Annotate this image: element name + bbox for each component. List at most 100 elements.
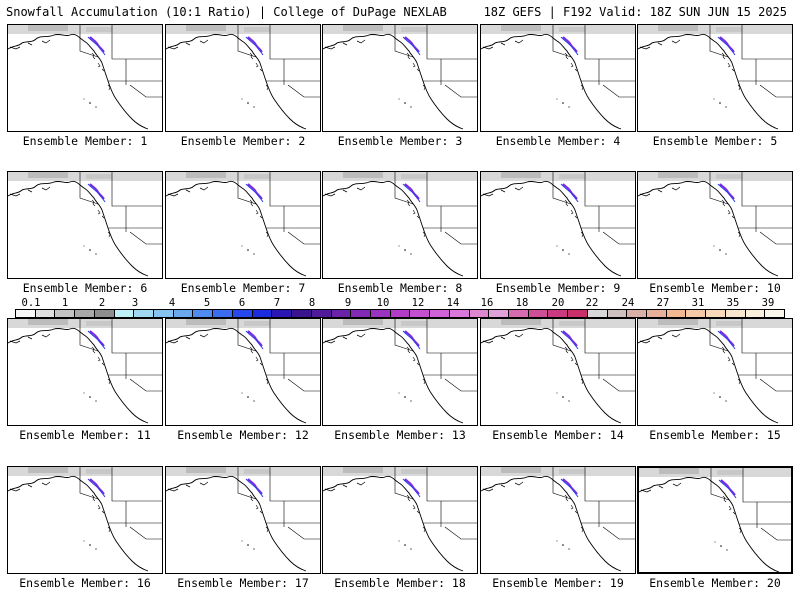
colorbar-tick-label: 35 bbox=[726, 297, 740, 309]
ensemble-member-label: Ensemble Member: 4 bbox=[495, 134, 621, 148]
colorbar-swatch bbox=[666, 310, 687, 317]
ensemble-member-label: Ensemble Member: 17 bbox=[177, 576, 309, 590]
ensemble-map-panel bbox=[637, 24, 793, 132]
ensemble-member-label: Ensemble Member: 19 bbox=[492, 576, 624, 590]
colorbar-tick-label: 18 bbox=[515, 297, 529, 309]
colorbar-swatch bbox=[193, 310, 214, 317]
colorbar-swatch bbox=[16, 310, 36, 317]
colorbar-swatch bbox=[430, 310, 450, 317]
ensemble-member-label: Ensemble Member: 14 bbox=[492, 428, 624, 442]
colorbar-swatch bbox=[469, 310, 490, 317]
colorbar-tick-label: 12 bbox=[411, 297, 425, 309]
ensemble-member-label: Ensemble Member: 11 bbox=[19, 428, 151, 442]
colorbar-swatch bbox=[331, 310, 352, 317]
colorbar-tick-label: 16 bbox=[480, 297, 494, 309]
colorbar-swatch bbox=[745, 310, 766, 317]
ensemble-member-label: Ensemble Member: 7 bbox=[180, 281, 306, 295]
colorbar-swatch bbox=[627, 310, 647, 317]
ensemble-map-panel bbox=[7, 318, 163, 426]
ensemble-map-panel bbox=[165, 24, 321, 132]
colorbar-legend: 0.1 1 2 3 4 5 6 7 8 9 10 12 14 16 18 20 22 24 27 31 35 39 bbox=[15, 297, 785, 318]
colorbar-swatch bbox=[568, 310, 588, 317]
ensemble-map-panel bbox=[637, 466, 793, 574]
colorbar-swatch bbox=[252, 310, 273, 317]
ensemble-member-label: Ensemble Member: 20 bbox=[649, 576, 781, 590]
ensemble-member-label: Ensemble Member: 2 bbox=[180, 134, 306, 148]
colorbar-swatch bbox=[370, 310, 391, 317]
colorbar-swatch bbox=[311, 310, 332, 317]
colorbar-tick-label: 5 bbox=[203, 297, 211, 309]
ensemble-member-label: Ensemble Member: 5 bbox=[652, 134, 778, 148]
ensemble-member-label: Ensemble Member: 9 bbox=[495, 281, 621, 295]
colorbar-swatch bbox=[232, 310, 253, 317]
colorbar-tick-label: 4 bbox=[168, 297, 176, 309]
ensemble-map-panel bbox=[322, 24, 478, 132]
colorbar-tick-label: 6 bbox=[238, 297, 246, 309]
colorbar-swatch bbox=[75, 310, 95, 317]
colorbar-swatch bbox=[272, 310, 293, 317]
colorbar-tick-label: 0.1 bbox=[21, 297, 41, 309]
colorbar-tick-label: 10 bbox=[376, 297, 390, 309]
colorbar-swatch bbox=[35, 310, 56, 317]
colorbar-swatch bbox=[292, 310, 312, 317]
colorbar-tick-label: 24 bbox=[621, 297, 635, 309]
ensemble-member-label: Ensemble Member: 10 bbox=[649, 281, 781, 295]
ensemble-map-panel bbox=[165, 466, 321, 574]
ensemble-map-panel bbox=[7, 466, 163, 574]
colorbar-swatch bbox=[686, 310, 707, 317]
colorbar-swatch bbox=[351, 310, 371, 317]
ensemble-map-panel bbox=[480, 171, 636, 279]
colorbar-tick-label: 39 bbox=[761, 297, 775, 309]
ensemble-map-panel bbox=[480, 466, 636, 574]
colorbar-tick-label: 22 bbox=[585, 297, 599, 309]
ensemble-member-label: Ensemble Member: 18 bbox=[334, 576, 466, 590]
ensemble-member-label: Ensemble Member: 15 bbox=[649, 428, 781, 442]
ensemble-member-label: Ensemble Member: 6 bbox=[22, 281, 148, 295]
ensemble-map-panel bbox=[322, 171, 478, 279]
colorbar-swatch bbox=[725, 310, 746, 317]
ensemble-member-label: Ensemble Member: 3 bbox=[337, 134, 463, 148]
colorbar-swatch bbox=[765, 310, 785, 317]
ensemble-member-label: Ensemble Member: 12 bbox=[177, 428, 309, 442]
colorbar-swatch bbox=[508, 310, 529, 317]
colorbar-swatch bbox=[213, 310, 233, 317]
colorbar-tick-label: 1 bbox=[61, 297, 69, 309]
colorbar-tick-label: 3 bbox=[131, 297, 139, 309]
colorbar-tick-label: 9 bbox=[344, 297, 352, 309]
ensemble-map-panel bbox=[322, 466, 478, 574]
colorbar-swatch bbox=[607, 310, 628, 317]
colorbar-swatch bbox=[587, 310, 608, 317]
colorbar-labels: 0.1 1 2 3 4 5 6 7 8 9 10 12 14 16 18 20 22 24 27 31 35 39 bbox=[15, 297, 785, 309]
ensemble-map-panel bbox=[7, 24, 163, 132]
ensemble-member-label: Ensemble Member: 1 bbox=[22, 134, 148, 148]
ensemble-member-label: Ensemble Member: 13 bbox=[334, 428, 466, 442]
ensemble-map-panel bbox=[165, 171, 321, 279]
colorbar-swatch bbox=[94, 310, 115, 317]
colorbar-swatch bbox=[528, 310, 549, 317]
colorbar-swatch bbox=[114, 310, 135, 317]
colorbar-tick-label: 20 bbox=[551, 297, 565, 309]
colorbar-tick-label: 31 bbox=[691, 297, 705, 309]
colorbar-swatch bbox=[55, 310, 76, 317]
colorbar-swatch bbox=[647, 310, 667, 317]
colorbar-swatch bbox=[706, 310, 726, 317]
map-title: Snowfall Accumulation (10:1 Ratio) | Col… bbox=[6, 5, 447, 19]
ensemble-map-panel bbox=[480, 318, 636, 426]
colorbar-tick-label: 27 bbox=[656, 297, 670, 309]
valid-time-label: 18Z GEFS | F192 Valid: 18Z SUN JUN 15 20… bbox=[483, 5, 787, 19]
colorbar-swatch bbox=[489, 310, 509, 317]
colorbar-tick-label: 2 bbox=[98, 297, 106, 309]
colorbar-swatch bbox=[154, 310, 174, 317]
colorbar-swatch bbox=[390, 310, 411, 317]
ensemble-member-label: Ensemble Member: 16 bbox=[19, 576, 151, 590]
colorbar-swatch bbox=[410, 310, 431, 317]
colorbar-swatch bbox=[548, 310, 569, 317]
colorbar-swatch bbox=[449, 310, 470, 317]
colorbar-tick-label: 8 bbox=[308, 297, 316, 309]
colorbar-tick-label: 7 bbox=[273, 297, 281, 309]
colorbar-swatches bbox=[15, 309, 785, 318]
ensemble-member-label: Ensemble Member: 8 bbox=[337, 281, 463, 295]
colorbar-swatch bbox=[134, 310, 155, 317]
ensemble-map-panel bbox=[637, 318, 793, 426]
ensemble-map-panel bbox=[7, 171, 163, 279]
